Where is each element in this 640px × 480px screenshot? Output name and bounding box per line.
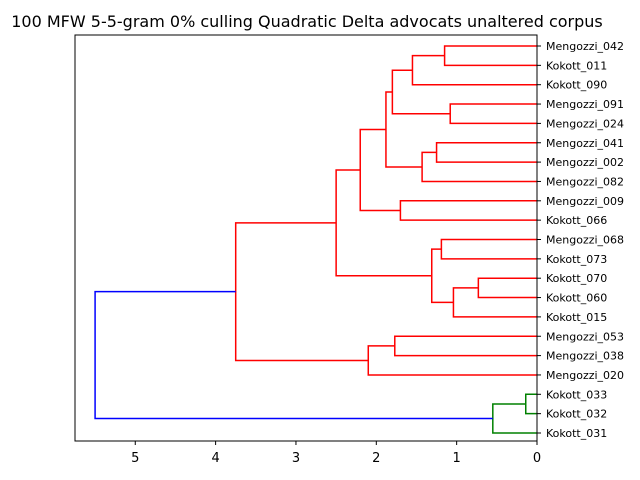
leaf-label: Mengozzi_068 (546, 234, 624, 247)
leaf-label: Kokott_032 (546, 408, 607, 421)
leaf-label: Kokott_015 (546, 311, 607, 324)
leaf-label: Mengozzi_002 (546, 156, 624, 169)
chart-title: 100 MFW 5-5-gram 0% culling Quadratic De… (11, 12, 603, 31)
leaf-label: Kokott_011 (546, 59, 607, 72)
dendrogram-link-n20 (94, 290, 493, 420)
dendrogram-link-n1 (443, 45, 537, 67)
dendrogram-link-n3 (449, 103, 537, 125)
leaf-label: Kokott_066 (546, 214, 607, 227)
leaf-label: Kokott_031 (546, 427, 607, 440)
dendrogram-link-n10 (440, 238, 537, 260)
leaf-label: Kokott_073 (546, 253, 607, 266)
dendrogram-link-n12 (452, 287, 537, 318)
leaf-label: Mengozzi_041 (546, 137, 624, 150)
leaf-label: Mengozzi_042 (546, 40, 624, 53)
dendrogram-link-n15 (394, 335, 537, 357)
leaf-label: Kokott_090 (546, 79, 607, 92)
x-tick-label: 0 (533, 451, 541, 466)
dendrogram-link-n4 (391, 69, 451, 115)
x-tick-label: 1 (453, 451, 461, 466)
leaf-label: Kokott_070 (546, 272, 607, 285)
dendrogram-link-n6 (421, 151, 537, 183)
dendrogram-link-n17 (234, 222, 369, 362)
dendrogram-link-n7 (385, 91, 423, 168)
dendrogram-link-n5 (435, 142, 537, 163)
leaf-label: Mengozzi_091 (546, 98, 624, 111)
leaf-label: Mengozzi_082 (546, 175, 624, 188)
dendrogram-link-n8 (399, 200, 537, 221)
dendrogram-links (94, 45, 537, 434)
leaf-label: Mengozzi_024 (546, 117, 624, 130)
dendrogram-link-n16 (367, 345, 537, 376)
leaf-label: Mengozzi_020 (546, 369, 624, 382)
leaf-labels: Mengozzi_042 Kokott_011 Kokott_090 Mengozzi… (537, 40, 624, 440)
x-tick-label: 3 (292, 451, 300, 466)
leaf-label: Mengozzi_053 (546, 330, 624, 343)
leaf-label: Mengozzi_038 (546, 350, 624, 363)
leaf-label: Mengozzi_009 (546, 195, 624, 208)
x-axis: 5 4 3 2 1 0 (131, 441, 541, 466)
dendrogram-link-n18 (525, 393, 537, 415)
x-tick-label: 4 (211, 451, 219, 466)
dendrogram-link-n13 (430, 248, 454, 304)
dendrogram-link-n19 (492, 403, 537, 434)
x-tick-label: 2 (372, 451, 380, 466)
dendrogram-link-n11 (477, 277, 537, 299)
dendrogram-link-n14 (335, 169, 432, 277)
plot-frame (74, 34, 538, 442)
x-tick-label: 5 (131, 451, 139, 466)
dendrogram-link-n2 (411, 54, 537, 86)
leaf-label: Kokott_033 (546, 388, 607, 401)
dendrogram-link-n9 (359, 128, 401, 212)
leaf-label: Kokott_060 (546, 292, 607, 305)
